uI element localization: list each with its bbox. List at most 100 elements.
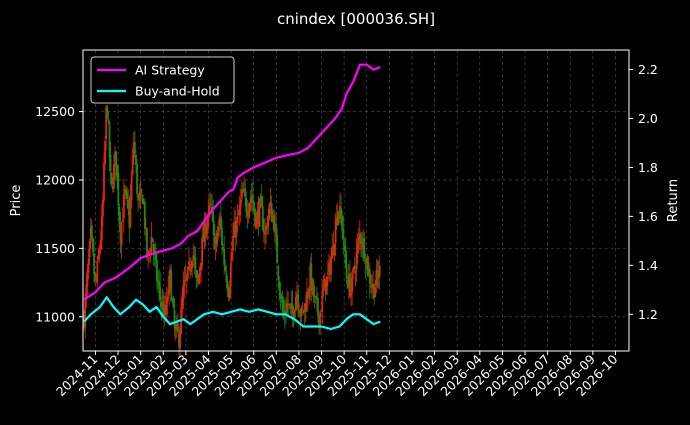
candle-body-46 bbox=[133, 142, 136, 153]
candle-body-227 bbox=[333, 244, 336, 255]
candle-body-178 bbox=[279, 292, 282, 299]
candle-body-18 bbox=[103, 163, 105, 201]
candle-body-143 bbox=[240, 189, 243, 199]
candle-body-164 bbox=[264, 231, 266, 235]
candle-body-101 bbox=[194, 257, 197, 269]
candle-body-242 bbox=[350, 289, 352, 297]
candle-body-60 bbox=[149, 251, 152, 254]
candle-body-128 bbox=[224, 265, 227, 271]
candle-body-144 bbox=[242, 189, 244, 193]
line-layer bbox=[83, 63, 381, 331]
candle-body-67 bbox=[157, 280, 159, 284]
candle-body-129 bbox=[225, 272, 228, 283]
candle-body-3 bbox=[86, 269, 89, 286]
candle-body-29 bbox=[115, 151, 118, 167]
candle-body-55 bbox=[143, 202, 146, 229]
candle-body-210 bbox=[314, 295, 317, 299]
candle-body-79 bbox=[170, 270, 173, 302]
candle-body-124 bbox=[219, 216, 222, 229]
candle-body-74 bbox=[164, 305, 167, 315]
candle-body-41 bbox=[128, 210, 131, 228]
series-line-ai-strategy bbox=[83, 63, 381, 301]
left-tick-label-2: 12000 bbox=[35, 172, 75, 187]
candle-body-2 bbox=[85, 284, 88, 299]
candle-body-53 bbox=[141, 195, 144, 204]
candle-body-213 bbox=[318, 314, 320, 327]
candle-body-244 bbox=[352, 267, 355, 272]
candle-body-10 bbox=[94, 272, 97, 282]
candle-body-200 bbox=[303, 303, 306, 312]
candle-body-156 bbox=[255, 216, 258, 228]
left-axis: 11000 11500 12000 12500 bbox=[35, 104, 83, 324]
y-axis-label-right: Return bbox=[666, 179, 681, 222]
candle-body-142 bbox=[239, 199, 242, 208]
candle-body-139 bbox=[236, 216, 239, 223]
candle-body-207 bbox=[311, 279, 314, 290]
candle-body-121 bbox=[216, 233, 219, 236]
right-tick-label-1: 1.4 bbox=[638, 258, 658, 273]
candle-body-172 bbox=[272, 215, 275, 230]
candle-body-114 bbox=[208, 203, 211, 204]
legend-label-ai-strategy: AI Strategy bbox=[135, 63, 205, 78]
right-tick-label-0: 1.2 bbox=[638, 307, 658, 322]
candle-body-166 bbox=[266, 226, 269, 229]
candle-body-132 bbox=[228, 287, 231, 299]
candle-body-215 bbox=[320, 311, 323, 313]
candle-body-184 bbox=[286, 303, 288, 314]
candle-body-248 bbox=[356, 243, 359, 253]
candle-body-40 bbox=[127, 200, 130, 210]
candle-body-6 bbox=[89, 227, 92, 240]
candle-body-152 bbox=[250, 196, 253, 198]
candle-body-265 bbox=[375, 270, 378, 286]
candle-body-256 bbox=[365, 258, 368, 264]
candle-body-76 bbox=[167, 297, 169, 299]
candle-body-214 bbox=[319, 311, 322, 328]
candle-body-237 bbox=[344, 245, 347, 265]
candle-body-219 bbox=[324, 280, 327, 293]
candle-body-48 bbox=[136, 163, 138, 194]
candle-body-34 bbox=[120, 222, 123, 246]
candle-body-25 bbox=[110, 172, 113, 184]
candle-body-259 bbox=[368, 268, 371, 284]
candle-body-111 bbox=[205, 225, 208, 234]
candle-body-12 bbox=[96, 261, 99, 283]
candle-body-96 bbox=[189, 264, 191, 272]
candle-body-183 bbox=[285, 312, 287, 314]
candle-body-126 bbox=[222, 246, 224, 250]
candle-body-131 bbox=[227, 288, 230, 297]
candle-body-140 bbox=[237, 213, 240, 216]
candle-body-221 bbox=[326, 272, 329, 275]
candle-body-90 bbox=[182, 285, 185, 302]
candle-body-122 bbox=[217, 227, 220, 236]
candle-body-216 bbox=[321, 292, 324, 312]
candle-body-56 bbox=[144, 227, 147, 229]
candle-body-209 bbox=[313, 296, 316, 297]
candle-body-70 bbox=[160, 302, 163, 308]
candle-body-87 bbox=[179, 332, 181, 349]
candle-body-118 bbox=[213, 223, 216, 250]
candle-body-39 bbox=[126, 192, 129, 200]
candle-body-149 bbox=[247, 211, 250, 217]
candle-body-175 bbox=[276, 235, 279, 264]
candle-body-180 bbox=[281, 299, 284, 312]
candle-body-205 bbox=[309, 265, 312, 291]
candle-body-127 bbox=[223, 248, 226, 265]
candle-body-43 bbox=[130, 177, 133, 201]
candle-body-194 bbox=[297, 294, 299, 308]
candle-body-234 bbox=[341, 215, 344, 231]
candle-body-168 bbox=[268, 204, 271, 218]
candle-body-198 bbox=[301, 308, 304, 310]
candle-body-80 bbox=[171, 299, 174, 300]
candle-body-201 bbox=[304, 305, 307, 312]
candle-body-222 bbox=[328, 262, 330, 272]
candle-body-264 bbox=[374, 287, 377, 298]
candle-body-262 bbox=[372, 284, 374, 289]
candle-body-218 bbox=[323, 278, 326, 289]
candle-body-63 bbox=[152, 243, 155, 252]
candle-body-58 bbox=[147, 251, 149, 256]
candle-body-22 bbox=[107, 120, 110, 123]
candle-body-117 bbox=[212, 211, 215, 223]
candle-body-26 bbox=[111, 186, 114, 189]
candle-body-179 bbox=[280, 296, 283, 299]
candle-body-15 bbox=[99, 240, 102, 250]
